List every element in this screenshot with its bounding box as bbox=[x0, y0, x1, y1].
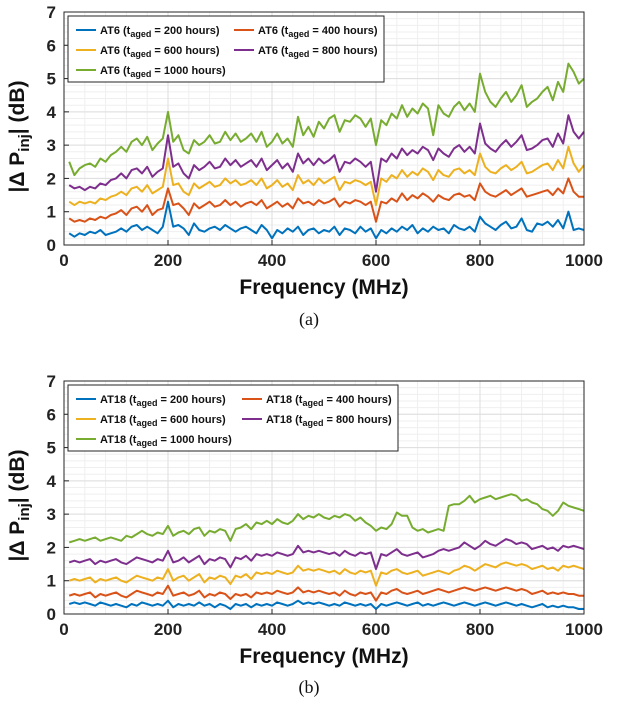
series-line-400-hours bbox=[68, 584, 584, 602]
x-tick-label: 1000 bbox=[565, 620, 603, 639]
series-line-400-hours bbox=[68, 177, 584, 223]
x-tick-label: 800 bbox=[466, 620, 494, 639]
x-tick-label: 400 bbox=[258, 251, 286, 270]
chart-b: 0 200 400 600 800 1000 0 1 2 3 4 5 6 7 Frequency (MHz)… bbox=[6, 372, 603, 698]
legend-entry: AT6 (taged = 600 hours) bbox=[100, 45, 220, 59]
legend-box bbox=[67, 384, 399, 452]
y-tick-label: 1 bbox=[47, 203, 56, 222]
y-tick-label: 4 bbox=[47, 103, 57, 122]
legend-entry: AT6 (taged = 1000 hours) bbox=[100, 65, 226, 79]
x-tick-label: 600 bbox=[362, 620, 390, 639]
legend-entry: AT18 (taged = 400 hours) bbox=[266, 394, 392, 408]
y-tick-label: 2 bbox=[47, 169, 56, 188]
chart-a: 0 200 400 600 800 1000 0 1 2 3 4 5 6 7 Frequency (MHz)… bbox=[6, 3, 603, 330]
legend-entry: AT6 (taged = 400 hours) bbox=[258, 25, 378, 39]
series-line-600-hours bbox=[68, 145, 585, 207]
series-line-800-hours bbox=[68, 114, 585, 193]
x-tick-label: 0 bbox=[59, 251, 68, 270]
x-tick-label: 0 bbox=[59, 620, 68, 639]
figure-caption: (b) bbox=[299, 677, 320, 698]
axes-box bbox=[63, 380, 585, 615]
series-line-200-hours bbox=[68, 200, 585, 240]
figure-caption: (a) bbox=[299, 309, 319, 330]
x-axis-label: Frequency (MHz) bbox=[239, 645, 408, 668]
y-tick-label: 6 bbox=[47, 36, 56, 55]
y-tick-label: 7 bbox=[47, 3, 56, 22]
legend-entry: AT6 (taged = 800 hours) bbox=[258, 45, 378, 59]
y-tick-label: 6 bbox=[47, 405, 56, 424]
legend-entry: AT18 (taged = 1000 hours) bbox=[100, 434, 232, 448]
series-line-200-hours bbox=[68, 599, 584, 610]
y-tick-label: 2 bbox=[47, 538, 56, 557]
legend-entry: AT18 (taged = 600 hours) bbox=[100, 414, 226, 428]
y-tick-label: 4 bbox=[47, 472, 57, 491]
legend-box bbox=[67, 15, 385, 83]
y-axis-label: |Δ Pinj| (dB) bbox=[6, 80, 33, 192]
legend-entry: AT18 (taged = 200 hours) bbox=[100, 394, 226, 408]
x-tick-label: 400 bbox=[258, 620, 286, 639]
y-tick-label: 5 bbox=[47, 439, 56, 458]
legend-entry: AT6 (taged = 200 hours) bbox=[100, 25, 220, 39]
legend: AT6 (taged = 200 hours) AT6 (taged = 400 … bbox=[67, 15, 385, 83]
series-line-1000-hours bbox=[68, 493, 585, 544]
x-tick-label: 1000 bbox=[565, 251, 603, 270]
series-line-1000-hours bbox=[68, 62, 585, 177]
y-tick-label: 1 bbox=[47, 572, 56, 591]
y-tick-label: 7 bbox=[47, 372, 56, 391]
series-line-800-hours bbox=[68, 538, 585, 571]
x-tick-label: 200 bbox=[154, 620, 182, 639]
legend-entry: AT18 (taged = 800 hours) bbox=[266, 414, 392, 428]
y-tick-label: 0 bbox=[47, 236, 56, 255]
y-tick-label: 3 bbox=[47, 505, 56, 524]
y-axis-label: |Δ Pinj| (dB) bbox=[6, 449, 33, 561]
y-tick-label: 5 bbox=[47, 70, 56, 89]
x-tick-label: 200 bbox=[154, 251, 182, 270]
legend: AT18 (taged = 200 hours) AT18 (taged = 40… bbox=[67, 384, 399, 452]
x-axis-label: Frequency (MHz) bbox=[239, 276, 408, 299]
series-line-600-hours bbox=[68, 561, 585, 587]
axes-box bbox=[63, 11, 585, 246]
y-tick-label: 3 bbox=[47, 136, 56, 155]
y-tick-label: 0 bbox=[47, 605, 56, 624]
x-tick-label: 800 bbox=[466, 251, 494, 270]
x-tick-label: 600 bbox=[362, 251, 390, 270]
